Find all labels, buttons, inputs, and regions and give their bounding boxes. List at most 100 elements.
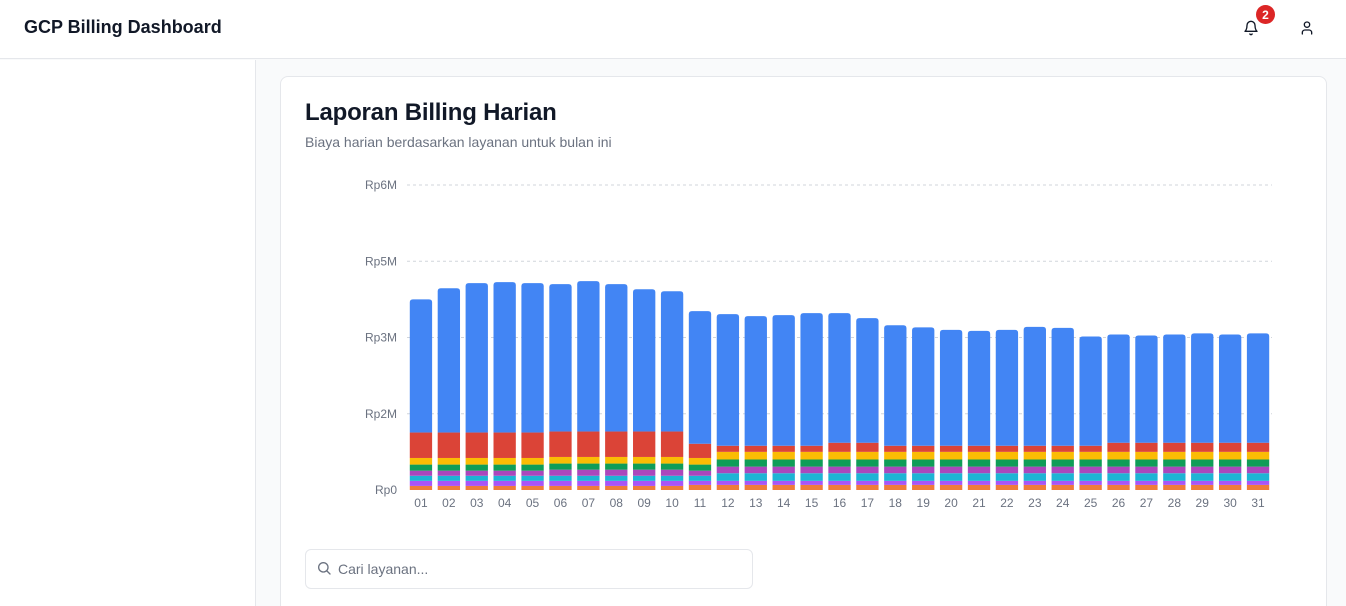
bar-segment[interactable] <box>1135 480 1158 485</box>
bar-segment[interactable] <box>744 484 767 490</box>
search-box[interactable] <box>305 549 753 589</box>
bar-segment[interactable] <box>660 456 684 464</box>
bar-segment[interactable] <box>995 480 1019 485</box>
bar-segment[interactable] <box>772 445 795 452</box>
bar-segment[interactable] <box>493 475 516 481</box>
bar-segment[interactable] <box>633 485 656 490</box>
bar-stack[interactable] <box>1023 326 1046 490</box>
bar-segment[interactable] <box>605 480 628 486</box>
bar-segment[interactable] <box>1051 327 1074 446</box>
bar-segment[interactable] <box>633 475 656 481</box>
bar-segment[interactable] <box>744 480 767 485</box>
bar-segment[interactable] <box>716 314 740 446</box>
bar-segment[interactable] <box>1107 334 1130 443</box>
bar-segment[interactable] <box>744 466 767 474</box>
bar-segment[interactable] <box>688 480 712 485</box>
bar-segment[interactable] <box>1191 473 1214 481</box>
bar-segment[interactable] <box>605 469 628 476</box>
bar-segment[interactable] <box>465 457 488 465</box>
bar-segment[interactable] <box>1218 442 1242 452</box>
bar-segment[interactable] <box>493 470 516 476</box>
bar-segment[interactable] <box>856 459 879 467</box>
bar-segment[interactable] <box>1079 336 1102 446</box>
bar-segment[interactable] <box>1246 480 1270 485</box>
bar-segment[interactable] <box>1218 484 1242 490</box>
bar-segment[interactable] <box>1051 459 1074 467</box>
bar-segment[interactable] <box>1163 451 1186 460</box>
bar-segment[interactable] <box>549 485 572 490</box>
bar-segment[interactable] <box>772 459 795 467</box>
bar-segment[interactable] <box>1107 459 1130 467</box>
bar-segment[interactable] <box>1246 484 1270 490</box>
bar-segment[interactable] <box>409 480 433 486</box>
bar-segment[interactable] <box>967 459 991 467</box>
bar-segment[interactable] <box>828 313 851 443</box>
bar-segment[interactable] <box>828 466 851 474</box>
bar-segment[interactable] <box>437 288 461 433</box>
bar-segment[interactable] <box>1051 466 1074 474</box>
bar-segment[interactable] <box>688 464 712 471</box>
bar-stack[interactable] <box>1163 334 1186 490</box>
bar-segment[interactable] <box>521 283 544 433</box>
bar-segment[interactable] <box>493 480 516 486</box>
bar-segment[interactable] <box>465 470 488 476</box>
bar-segment[interactable] <box>437 457 461 465</box>
bar-segment[interactable] <box>549 456 572 464</box>
bar-segment[interactable] <box>884 473 907 481</box>
bar-segment[interactable] <box>912 459 935 467</box>
bar-stack[interactable] <box>437 288 461 490</box>
bar-segment[interactable] <box>1023 326 1046 446</box>
bar-segment[interactable] <box>744 445 767 452</box>
bar-segment[interactable] <box>828 480 851 485</box>
bar-stack[interactable] <box>772 315 795 490</box>
bar-segment[interactable] <box>912 484 935 490</box>
bar-segment[interactable] <box>409 457 433 465</box>
bar-segment[interactable] <box>1218 459 1242 467</box>
bar-stack[interactable] <box>1135 335 1158 490</box>
bar-segment[interactable] <box>688 470 712 476</box>
bar-segment[interactable] <box>688 443 712 458</box>
bar-segment[interactable] <box>800 451 823 460</box>
bar-segment[interactable] <box>493 282 516 433</box>
bar-segment[interactable] <box>744 459 767 467</box>
bar-segment[interactable] <box>995 466 1019 474</box>
bar-segment[interactable] <box>1163 484 1186 490</box>
bar-stack[interactable] <box>912 327 935 490</box>
bar-stack[interactable] <box>549 284 572 490</box>
bar-segment[interactable] <box>633 480 656 486</box>
bar-segment[interactable] <box>1246 442 1270 452</box>
bar-segment[interactable] <box>577 469 600 476</box>
bar-segment[interactable] <box>828 451 851 460</box>
bar-segment[interactable] <box>688 484 712 490</box>
bar-segment[interactable] <box>521 480 544 486</box>
bar-segment[interactable] <box>465 283 488 433</box>
bar-segment[interactable] <box>995 445 1019 452</box>
bar-stack[interactable] <box>493 282 516 490</box>
bar-segment[interactable] <box>1191 442 1214 452</box>
bar-segment[interactable] <box>744 473 767 481</box>
bar-segment[interactable] <box>409 299 433 433</box>
bar-stack[interactable] <box>633 289 656 490</box>
bar-segment[interactable] <box>437 432 461 458</box>
bar-segment[interactable] <box>1218 451 1242 460</box>
bar-segment[interactable] <box>884 466 907 474</box>
bar-segment[interactable] <box>1246 333 1270 443</box>
bar-segment[interactable] <box>772 473 795 481</box>
bar-segment[interactable] <box>800 484 823 490</box>
bar-segment[interactable] <box>967 451 991 460</box>
bar-segment[interactable] <box>577 480 600 486</box>
bar-segment[interactable] <box>912 473 935 481</box>
bar-segment[interactable] <box>1079 451 1102 460</box>
bar-segment[interactable] <box>967 473 991 481</box>
bar-segment[interactable] <box>521 457 544 465</box>
bar-segment[interactable] <box>1163 473 1186 481</box>
bar-segment[interactable] <box>828 442 851 452</box>
bar-segment[interactable] <box>1163 334 1186 443</box>
bar-segment[interactable] <box>437 480 461 486</box>
bar-segment[interactable] <box>967 445 991 452</box>
bar-segment[interactable] <box>967 330 991 446</box>
bar-stack[interactable] <box>967 330 991 490</box>
bar-stack[interactable] <box>1191 333 1214 490</box>
bar-segment[interactable] <box>772 451 795 460</box>
bar-segment[interactable] <box>437 464 461 471</box>
